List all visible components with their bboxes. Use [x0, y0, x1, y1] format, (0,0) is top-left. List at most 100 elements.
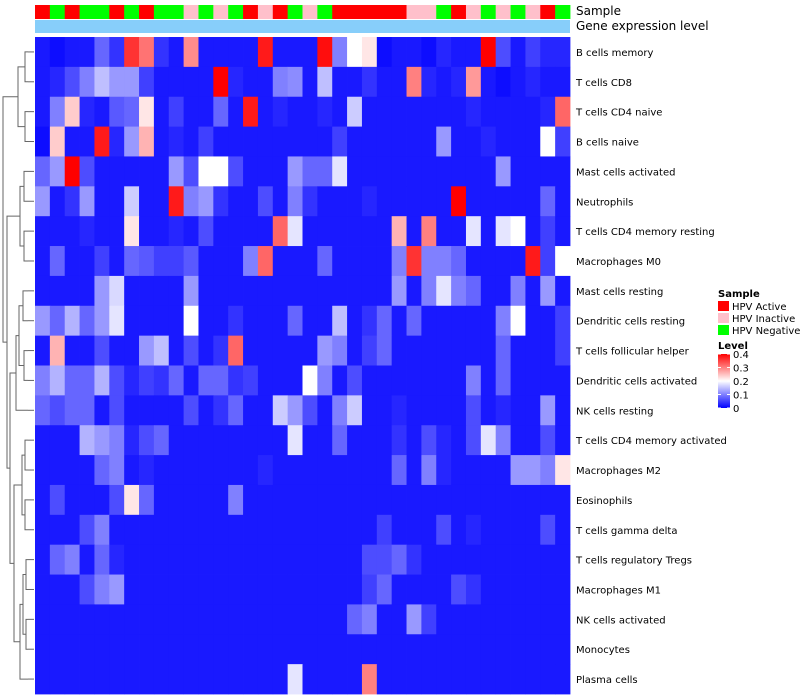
heatmap-cell: [317, 335, 333, 366]
heatmap-cell: [376, 514, 393, 546]
heatmap-cell: [347, 484, 363, 516]
heatmap-cell: [243, 246, 259, 277]
heatmap-cell: [272, 514, 289, 546]
dendrogram-branch: [2, 96, 18, 343]
heatmap-cell: [302, 574, 318, 605]
heatmap-cell: [198, 544, 214, 575]
heatmap-cell: [79, 544, 95, 575]
heatmap-cell: [376, 305, 393, 337]
heatmap-cell: [198, 96, 214, 127]
heatmap-cell: [64, 156, 80, 187]
heatmap-cell: [480, 484, 497, 516]
heatmap-cell: [302, 365, 318, 396]
heatmap-cell: [287, 66, 303, 98]
heatmap-cell: [510, 156, 526, 187]
heatmap-cell: [391, 365, 407, 396]
heatmap-cell: [124, 484, 140, 516]
heatmap-cell: [376, 37, 393, 68]
heatmap-cell: [198, 156, 214, 187]
heatmap-cell: [183, 574, 199, 605]
heatmap-cell: [257, 544, 274, 575]
heatmap-cell: [525, 96, 541, 127]
heatmap-cell: [406, 335, 422, 366]
heatmap-cell: [153, 156, 170, 187]
heatmap-cell: [79, 126, 95, 157]
heatmap-cell: [347, 66, 363, 98]
heatmap-cell: [480, 186, 497, 217]
heatmap-cell: [64, 664, 80, 695]
heatmap-cell: [109, 455, 125, 486]
heatmap-cell: [555, 664, 571, 695]
heatmap-cell: [183, 395, 199, 426]
heatmap-cell: [525, 335, 541, 366]
heatmap-cell: [317, 305, 333, 337]
sample-annotation-cell: [436, 5, 452, 19]
heatmap-cell: [94, 634, 110, 665]
heatmap-cell: [347, 634, 363, 665]
sample-annotation-cell: [361, 5, 378, 19]
heatmap-cell: [540, 484, 556, 516]
heatmap-cell: [347, 425, 363, 456]
heatmap-cell: [436, 37, 452, 68]
heatmap-cell: [525, 514, 541, 546]
heatmap-cell: [243, 126, 259, 157]
heatmap-cell: [525, 544, 541, 575]
heatmap-cell: [79, 425, 95, 456]
heatmap-cell: [153, 305, 170, 337]
heatmap-cell: [228, 246, 244, 277]
heatmap-cell: [480, 544, 497, 575]
heatmap-cell: [109, 664, 125, 695]
heatmap-cell: [272, 425, 289, 456]
heatmap-cell: [35, 37, 51, 68]
heatmap-cell: [287, 186, 303, 217]
sample-annotation-cell: [183, 5, 199, 19]
heatmap-cell: [540, 425, 556, 456]
heatmap-cell: [421, 425, 437, 456]
heatmap-cell: [213, 365, 229, 396]
heatmap-cell: [391, 634, 407, 665]
heatmap-cell: [109, 66, 125, 98]
heatmap-cell: [465, 604, 482, 635]
heatmap-cell: [168, 514, 185, 546]
heatmap-cell: [272, 335, 289, 366]
heatmap-cell: [391, 455, 407, 486]
heatmap-cell: [94, 216, 110, 247]
heatmap-cell: [287, 604, 303, 635]
heatmap-cell: [153, 216, 170, 247]
heatmap-cell: [153, 66, 170, 98]
heatmap-cell: [183, 275, 199, 307]
heatmap-cell: [480, 574, 497, 605]
heatmap-cell: [183, 664, 199, 695]
heatmap-cell: [228, 66, 244, 98]
heatmap-cell: [332, 37, 348, 68]
heatmap-cell: [391, 216, 407, 247]
sample-annotation-cell: [540, 5, 556, 19]
heatmap-cell: [317, 514, 333, 546]
heatmap-cell: [64, 126, 80, 157]
heatmap-cell: [49, 664, 66, 695]
heatmap-cell: [451, 246, 467, 277]
heatmap-cell: [94, 37, 110, 68]
heatmap-cell: [139, 484, 155, 516]
heatmap-cell: [421, 186, 437, 217]
heatmap-cell: [272, 126, 289, 157]
heatmap-cell: [406, 664, 422, 695]
heatmap-cell: [451, 186, 467, 217]
heatmap-cell: [332, 484, 348, 516]
heatmap-cell: [64, 365, 80, 396]
heatmap-cell: [139, 216, 155, 247]
heatmap-cell: [451, 156, 467, 187]
heatmap-cell: [139, 156, 155, 187]
row-label: Macrophages M0: [576, 257, 661, 268]
heatmap-cell: [139, 66, 155, 98]
heatmap-cell: [361, 66, 378, 98]
sample-annotation-cell: [525, 5, 541, 19]
heatmap-cell: [525, 634, 541, 665]
heatmap-cell: [35, 305, 51, 337]
heatmap-cell: [198, 126, 214, 157]
sample-annotation-cell: [243, 5, 259, 19]
heatmap-cell: [510, 455, 526, 486]
heatmap-cell: [198, 664, 214, 695]
heatmap-cell: [198, 37, 214, 68]
heatmap-cell: [79, 604, 95, 635]
